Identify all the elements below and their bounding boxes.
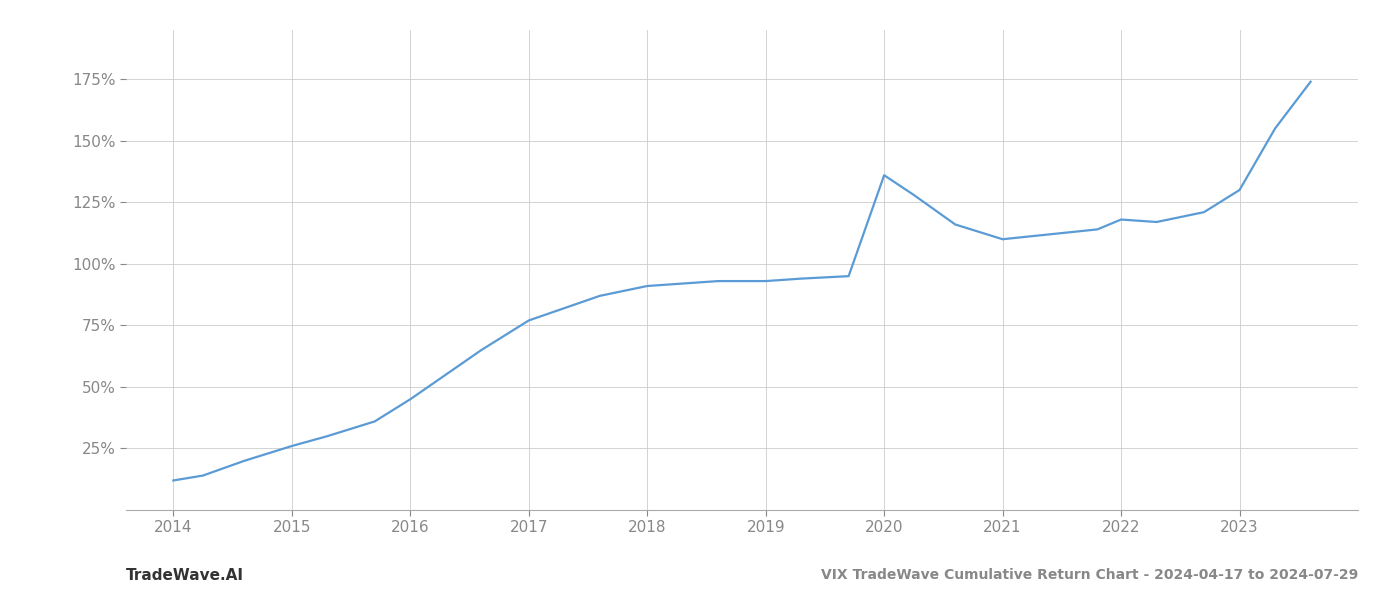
Text: TradeWave.AI: TradeWave.AI xyxy=(126,568,244,583)
Text: VIX TradeWave Cumulative Return Chart - 2024-04-17 to 2024-07-29: VIX TradeWave Cumulative Return Chart - … xyxy=(820,568,1358,581)
